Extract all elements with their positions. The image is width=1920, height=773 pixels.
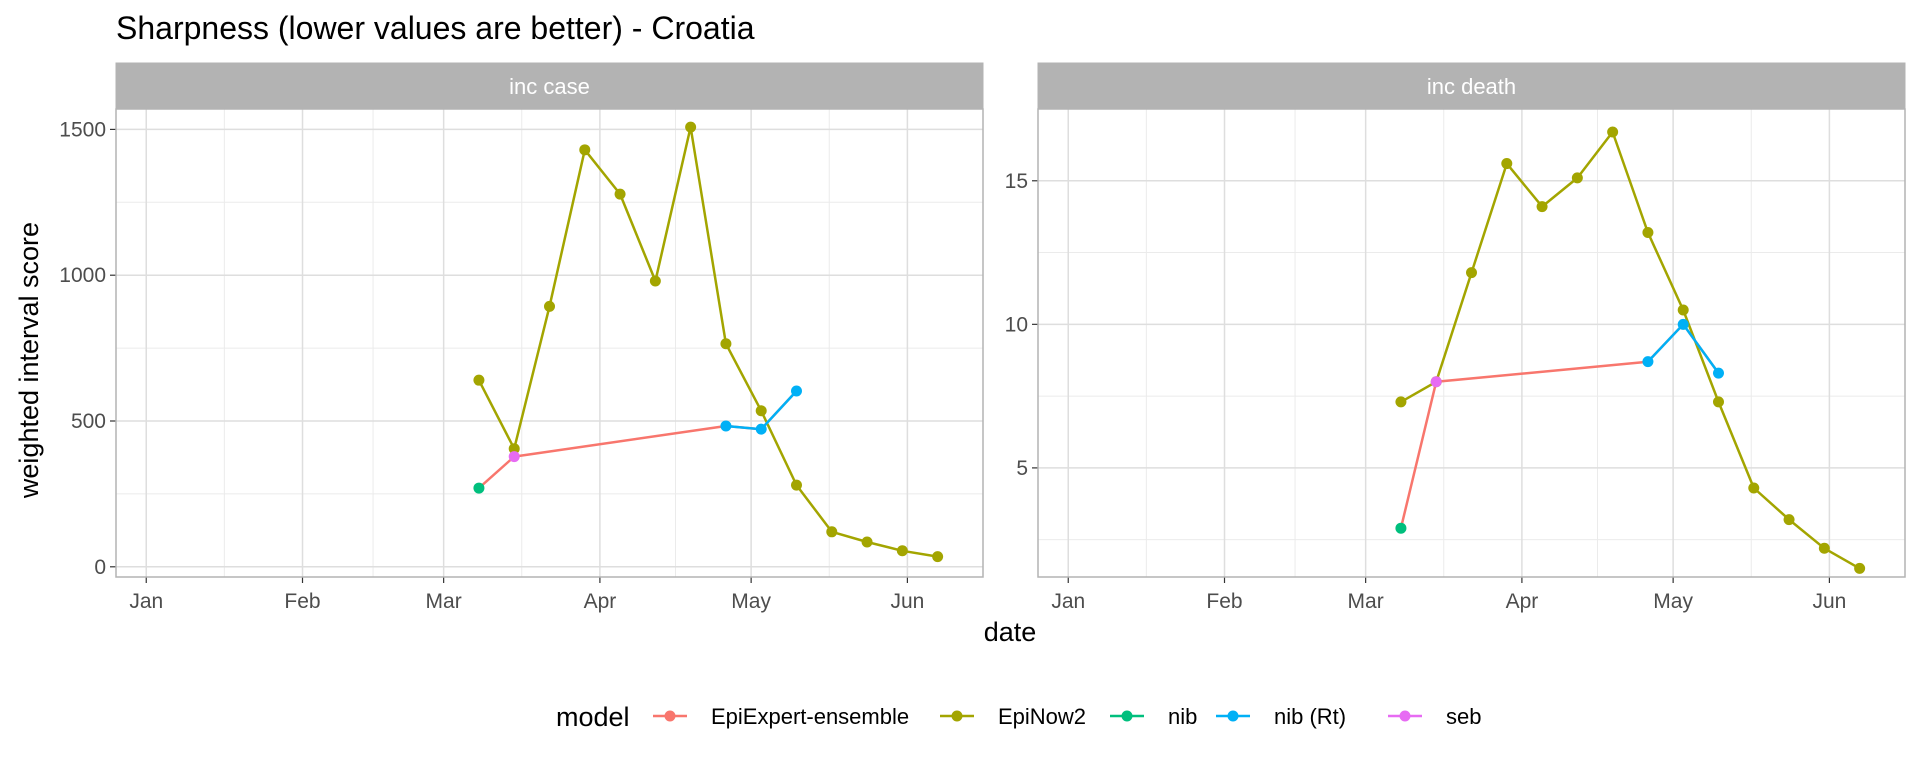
data-point-epinow2 <box>1748 482 1760 494</box>
data-point-nib-rt <box>1642 356 1654 368</box>
x-axis-label: date <box>984 617 1037 647</box>
legend-key-point <box>951 710 963 722</box>
data-point-epinow2 <box>826 526 838 538</box>
x-tick-label: Jan <box>129 590 163 613</box>
data-point-nib-rt <box>1677 318 1689 330</box>
panel-inc-case: inc case 0 500 1000 1500 Jan Feb Mar Apr May Jun <box>59 62 984 613</box>
x-tick-label: May <box>731 590 771 613</box>
legend-label: nib <box>1168 704 1197 729</box>
data-point-nib <box>473 482 485 494</box>
x-tick-label: Jun <box>890 590 924 613</box>
legend-item-nib-rt: nib (Rt) <box>1216 704 1346 729</box>
y-tick-label: 1500 <box>59 118 106 141</box>
facet-strip-label: inc death <box>1427 74 1516 99</box>
data-point-nib-rt <box>720 420 732 432</box>
y-tick-label: 10 <box>1005 313 1028 336</box>
panel-border <box>1037 108 1906 578</box>
data-point-epinow2 <box>790 479 802 491</box>
x-tick-label: Jan <box>1051 590 1085 613</box>
x-tick-label: Apr <box>1506 590 1539 613</box>
legend-label: EpiNow2 <box>998 704 1086 729</box>
data-point-epinow2 <box>1642 226 1654 238</box>
legend-item-epiexpert-ensemble: EpiExpert-ensemble <box>653 704 909 729</box>
legend-key-point <box>1121 710 1133 722</box>
data-point-seb <box>508 451 520 463</box>
data-point-epinow2 <box>1854 562 1866 574</box>
panel-background <box>116 109 983 577</box>
x-tick-label: Feb <box>284 590 320 613</box>
data-point-epinow2 <box>861 536 873 548</box>
data-point-epinow2 <box>579 144 591 156</box>
data-point-epinow2 <box>1783 514 1795 526</box>
data-point-epinow2 <box>685 121 697 133</box>
legend-item-seb: seb <box>1388 704 1481 729</box>
legend-label: nib (Rt) <box>1274 704 1346 729</box>
y-tick-label: 0 <box>94 556 106 579</box>
legend: model EpiExpert-ensemble EpiNow2 nib nib (R… <box>556 702 1481 732</box>
data-point-epinow2 <box>1607 126 1619 138</box>
data-point-epinow2 <box>1677 304 1689 316</box>
data-point-seb <box>1430 376 1442 388</box>
chart-title: Sharpness (lower values are better) - Cr… <box>116 10 755 46</box>
data-point-epinow2 <box>1466 267 1477 279</box>
data-point-epinow2 <box>1395 396 1407 408</box>
panel-border <box>115 108 984 578</box>
legend-key-point <box>664 710 676 722</box>
x-tick-label: Mar <box>1348 590 1384 613</box>
data-point-epinow2 <box>1536 201 1548 213</box>
x-tick-label: Apr <box>584 590 617 613</box>
series-line-epinow2 <box>477 125 938 558</box>
y-tick-label: 5 <box>1016 457 1028 480</box>
data-point-epinow2 <box>1501 158 1513 170</box>
series-line-epinow2 <box>1400 130 1861 570</box>
y-axis-label: weighted interval score <box>14 222 44 499</box>
data-point-epinow2 <box>1571 172 1583 184</box>
x-tick-label: May <box>1653 590 1693 613</box>
y-tick-label: 1000 <box>59 264 106 287</box>
data-point-nib-rt <box>790 385 802 397</box>
facet-strip <box>115 62 984 110</box>
legend-item-epinow2: EpiNow2 <box>940 704 1086 729</box>
data-point-nib <box>1395 522 1407 534</box>
x-tick-label: Feb <box>1206 590 1242 613</box>
data-point-epinow2 <box>932 551 944 563</box>
facet-strip <box>1037 62 1906 110</box>
data-point-epinow2 <box>896 545 908 557</box>
data-point-epinow2 <box>1712 396 1724 408</box>
facet-strip-label: inc case <box>509 74 590 99</box>
x-tick-label: Mar <box>426 590 462 613</box>
legend-label: seb <box>1446 704 1481 729</box>
legend-title: model <box>556 702 630 732</box>
y-tick-label: 500 <box>71 410 106 433</box>
panel-inc-death: inc death 5 10 15 Jan Feb Mar Apr May Jun <box>1005 62 1906 613</box>
data-point-epinow2 <box>720 338 732 350</box>
legend-key-point <box>1399 710 1411 722</box>
data-point-epinow2 <box>1818 542 1830 554</box>
data-point-nib-rt <box>755 423 767 435</box>
data-point-epinow2 <box>473 374 485 386</box>
data-point-epinow2 <box>649 275 661 287</box>
data-point-epinow2 <box>755 405 767 417</box>
data-point-epinow2 <box>614 188 626 200</box>
legend-key-point <box>1227 710 1239 722</box>
data-point-nib-rt <box>1712 367 1724 379</box>
legend-label: EpiExpert-ensemble <box>711 704 909 729</box>
legend-item-nib: nib <box>1110 704 1197 729</box>
panel-background <box>1038 109 1905 577</box>
x-tick-label: Jun <box>1812 590 1846 613</box>
data-point-epinow2 <box>508 443 520 455</box>
y-tick-label: 15 <box>1005 170 1028 193</box>
data-point-epinow2 <box>544 300 555 312</box>
